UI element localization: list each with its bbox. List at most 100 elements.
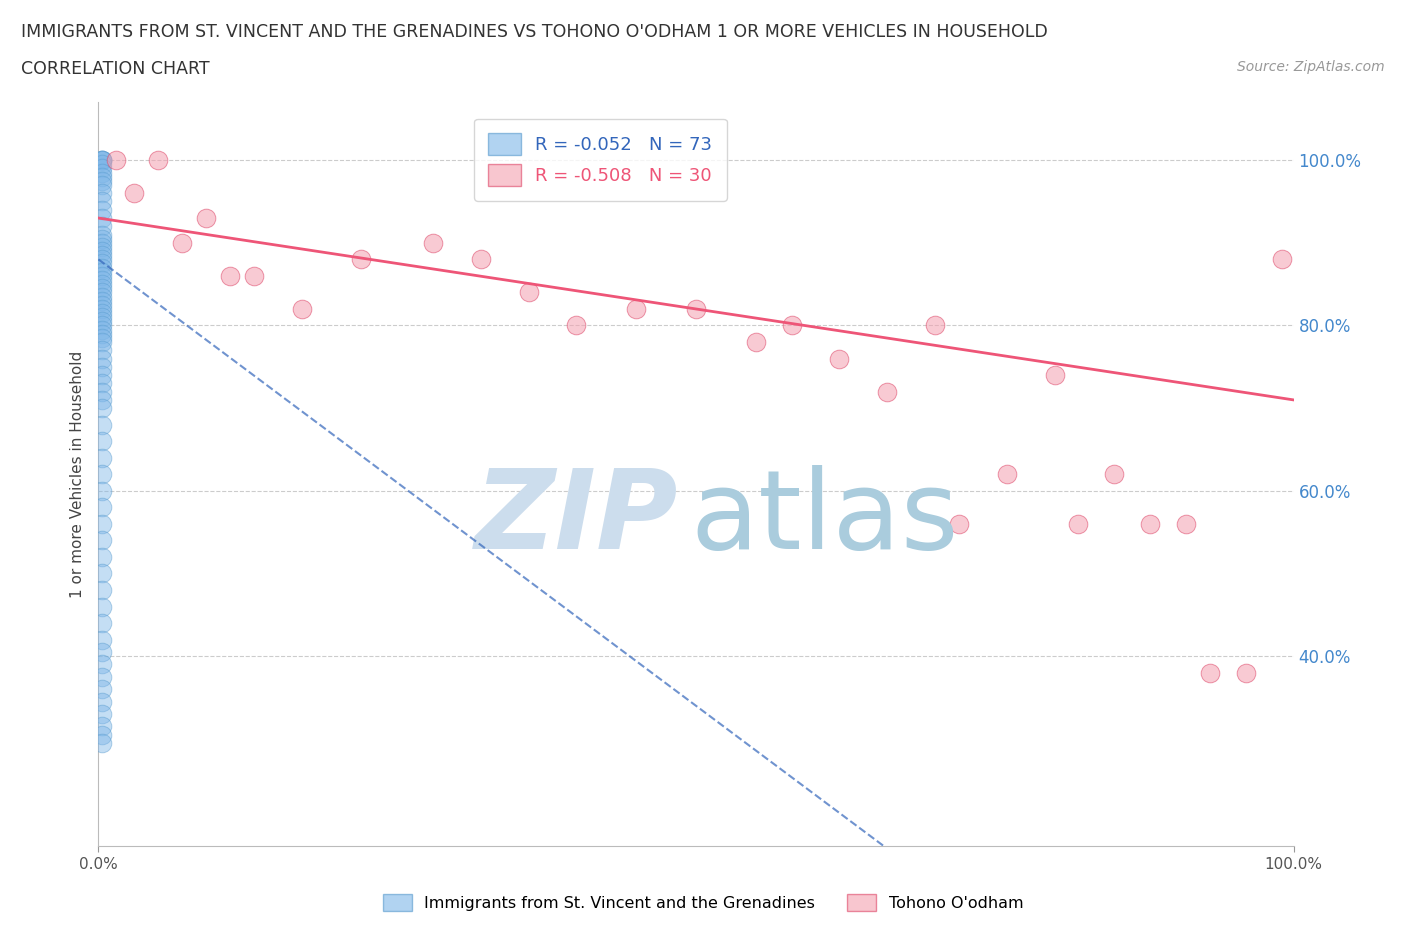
Point [91,293,114,308]
Point [172,235,194,250]
Point [91,352,114,366]
Point [91,210,114,225]
Text: ZIP: ZIP [475,465,678,573]
Point [91,318,114,333]
Point [685,301,707,316]
Legend: R = -0.052   N = 73, R = -0.508   N = 30: R = -0.052 N = 73, R = -0.508 N = 30 [474,119,727,201]
Point [1199,665,1222,680]
Point [91,153,114,167]
Point [91,719,114,734]
Point [91,281,114,296]
Point [91,252,114,267]
Point [91,256,114,271]
Point [91,186,114,201]
Point [219,269,242,284]
Point [91,153,114,167]
Point [91,632,114,647]
Point [91,566,114,581]
Point [91,727,114,742]
Point [91,301,114,316]
Point [91,401,114,416]
Point [91,219,114,233]
Point [91,467,114,482]
Point [91,173,114,188]
Text: atlas: atlas [690,465,959,573]
Point [91,359,114,374]
Point [995,467,1018,482]
Point [91,335,114,350]
Point [91,367,114,382]
Point [91,616,114,631]
Point [565,318,588,333]
Point [91,285,114,299]
Point [91,235,114,250]
Point [91,500,114,515]
Point [517,285,540,299]
Y-axis label: 1 or more Vehicles in Household: 1 or more Vehicles in Household [70,351,86,598]
Point [243,269,266,284]
Text: Source: ZipAtlas.com: Source: ZipAtlas.com [1237,60,1385,74]
Point [1104,467,1126,482]
Point [91,343,114,358]
Point [91,203,114,218]
Point [91,161,114,176]
Point [91,289,114,304]
Legend: Immigrants from St. Vincent and the Grenadines, Tohono O'odham: Immigrants from St. Vincent and the Gren… [377,888,1029,917]
Point [1043,367,1066,382]
Point [91,157,114,172]
Point [124,186,146,201]
Point [148,153,170,167]
Point [1175,516,1198,531]
Point [91,153,114,167]
Point [91,533,114,548]
Point [91,392,114,407]
Point [91,314,114,329]
Point [1067,516,1090,531]
Point [780,318,803,333]
Text: CORRELATION CHART: CORRELATION CHART [21,60,209,78]
Point [470,252,492,267]
Point [91,682,114,697]
Point [91,310,114,325]
Point [924,318,946,333]
Point [745,335,768,350]
Point [291,301,314,316]
Point [91,264,114,279]
Point [91,322,114,337]
Point [1234,665,1257,680]
Point [91,450,114,465]
Point [350,252,373,267]
Point [626,301,648,316]
Point [91,166,114,180]
Point [91,298,114,312]
Point [876,384,898,399]
Point [828,352,851,366]
Point [91,516,114,531]
Point [948,516,970,531]
Point [91,330,114,345]
Point [91,384,114,399]
Point [91,153,114,167]
Point [91,306,114,321]
Point [91,272,114,287]
Point [91,707,114,722]
Point [91,582,114,597]
Point [91,736,114,751]
Point [91,644,114,659]
Point [91,550,114,565]
Point [91,260,114,275]
Point [91,484,114,498]
Point [91,599,114,614]
Point [91,277,114,292]
Point [91,657,114,671]
Point [1271,252,1294,267]
Point [91,178,114,193]
Point [105,153,128,167]
Point [91,433,114,448]
Point [91,376,114,391]
Point [91,227,114,242]
Point [91,326,114,341]
Text: IMMIGRANTS FROM ST. VINCENT AND THE GRENADINES VS TOHONO O'ODHAM 1 OR MORE VEHIC: IMMIGRANTS FROM ST. VINCENT AND THE GREN… [21,23,1047,41]
Point [91,244,114,259]
Point [195,210,218,225]
